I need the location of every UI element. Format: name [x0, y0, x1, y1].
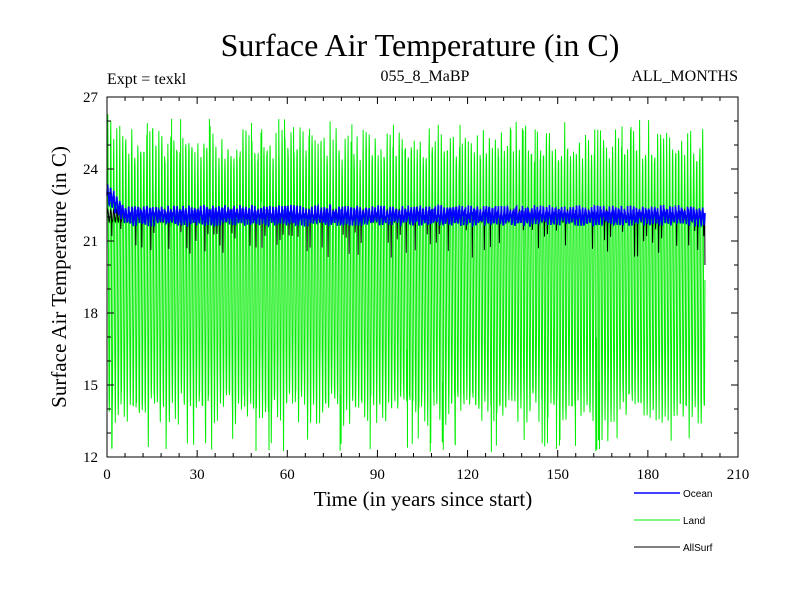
x-tick-label: 210 [727, 467, 750, 483]
experiment-label: Expt = texkl [107, 71, 187, 88]
x-tick-label: 150 [546, 467, 569, 483]
x-tick-label: 120 [456, 467, 479, 483]
run-label: 055_8_MaBP [381, 68, 470, 85]
x-axis-label: Time (in years since start) [314, 487, 533, 511]
x-tick-label: 0 [103, 467, 111, 483]
x-tick-label: 60 [280, 467, 295, 483]
plot-series [106, 114, 706, 453]
chart-title: Surface Air Temperature (in C) [221, 27, 620, 63]
plot-frame [106, 96, 739, 458]
y-tick-label: 27 [83, 90, 99, 106]
series-ocean-line [106, 184, 706, 229]
x-tick-label: 30 [190, 467, 205, 483]
legend-land-label: Land [683, 516, 705, 527]
x-tick-label: 90 [370, 467, 385, 483]
y-tick-label: 21 [83, 234, 98, 250]
legend-ocean-label: Ocean [683, 489, 712, 500]
y-tick-label: 18 [83, 306, 98, 322]
y-axis-label: Surface Air Temperature (in C) [47, 146, 71, 408]
y-tick-label: 12 [83, 450, 98, 466]
months-label: ALL_MONTHS [631, 68, 738, 85]
legend-allsurf-label: AllSurf [683, 543, 713, 554]
y-tick-label: 15 [83, 378, 98, 394]
axes: 0 30 60 90 120 150 180 210 12 15 18 21 24 27 [83, 90, 749, 483]
y-tick-label: 24 [83, 162, 99, 178]
legend: Ocean Land AllSurf [634, 489, 713, 554]
x-tick-label: 180 [637, 467, 660, 483]
series-land-line [106, 114, 706, 453]
